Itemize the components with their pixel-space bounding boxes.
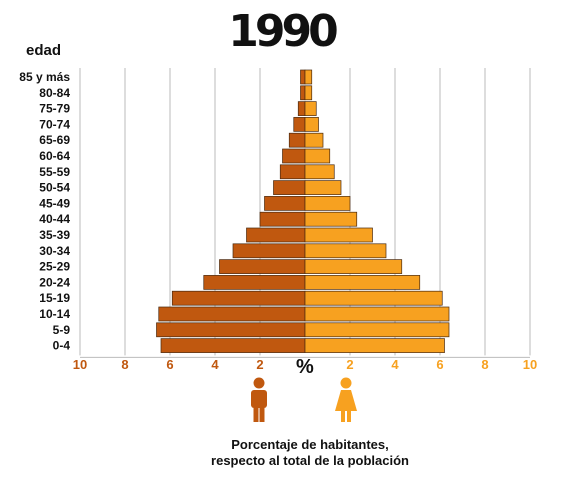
age-group-label: 10-14	[39, 307, 70, 321]
female-bar	[304, 101, 317, 116]
age-group-label: 55-59	[39, 165, 70, 179]
male-bar	[300, 85, 306, 101]
x-tick-label-female: 2	[346, 357, 353, 372]
female-bar	[304, 338, 445, 353]
x-tick-label-female: 8	[481, 357, 488, 372]
female-bar	[304, 85, 313, 101]
female-bar	[304, 164, 335, 180]
female-bar	[304, 290, 443, 306]
y-axis-label: edad	[26, 42, 62, 59]
male-bar	[259, 211, 306, 227]
male-bar	[273, 180, 306, 195]
caption-line-1: Porcentaje de habitantes,	[231, 437, 389, 452]
age-group-label: 25-29	[39, 260, 70, 274]
female-bar	[304, 275, 421, 290]
x-tick-label-male: 2	[256, 357, 263, 372]
x-tick-label-male: 4	[211, 357, 219, 372]
male-bar	[158, 306, 306, 322]
age-group-label: 75-79	[39, 102, 70, 116]
x-tick-label-female: 6	[436, 357, 443, 372]
age-group-label: 60-64	[39, 149, 70, 163]
female-bar	[304, 69, 313, 85]
male-bar	[171, 290, 306, 306]
female-bar	[304, 132, 324, 148]
male-bar	[282, 148, 306, 164]
female-bar	[304, 117, 319, 132]
male-bar	[293, 117, 306, 132]
age-group-label: 35-39	[39, 228, 70, 242]
age-group-label: 50-54	[39, 181, 70, 195]
age-group-label: 20-24	[39, 275, 70, 289]
male-bar	[203, 275, 306, 290]
age-group-label: 5-9	[53, 323, 71, 337]
x-tick-label-male: 10	[73, 357, 87, 372]
age-group-label: 70-74	[39, 117, 70, 131]
x-tick-label-male: 6	[166, 357, 173, 372]
x-tick-label-female: 4	[391, 357, 399, 372]
male-bar	[219, 259, 306, 274]
female-bar	[304, 148, 331, 164]
age-group-label: 45-49	[39, 196, 70, 210]
male-bar	[279, 164, 306, 180]
age-group-label: 15-19	[39, 291, 70, 305]
male-bar	[264, 196, 306, 211]
female-bar	[304, 259, 403, 274]
x-tick-label-male: 8	[121, 357, 128, 372]
chart-caption: Porcentaje de habitantes, respecto al to…	[0, 437, 563, 469]
male-bar	[300, 69, 306, 85]
age-group-label: 80-84	[39, 86, 70, 100]
chart-title: 1990	[228, 6, 338, 57]
female-bar	[304, 211, 358, 227]
x-tick-label-female: 10	[523, 357, 537, 372]
female-bar	[304, 322, 450, 338]
age-group-label: 85 y más	[19, 70, 70, 84]
age-group-label: 65-69	[39, 133, 70, 147]
age-group-label: 30-34	[39, 244, 70, 258]
age-group-label: 0-4	[53, 339, 71, 353]
age-group-label: 40-44	[39, 212, 70, 226]
man-icon	[251, 377, 267, 422]
male-bar	[156, 322, 306, 338]
woman-icon	[335, 377, 357, 422]
male-bar	[232, 243, 306, 259]
female-bar	[304, 227, 373, 243]
female-bar	[304, 306, 450, 322]
male-bar	[288, 132, 306, 148]
male-bar	[246, 227, 306, 243]
male-bar	[297, 101, 306, 116]
female-bar	[304, 180, 342, 195]
caption-line-2: respecto al total de la población	[211, 453, 409, 468]
male-bar	[160, 338, 306, 353]
female-bar	[304, 243, 387, 259]
x-axis-label: %	[296, 356, 314, 378]
female-bar	[304, 196, 351, 211]
